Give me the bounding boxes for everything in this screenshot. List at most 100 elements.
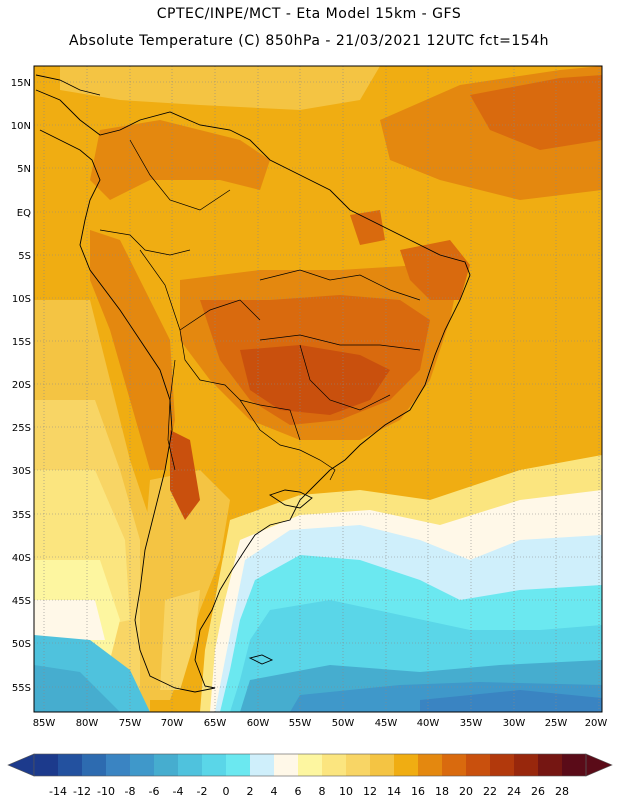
border-brazil-west: [139, 249, 301, 451]
colorbar-swatch: [514, 754, 539, 776]
colorbar-label: 22: [483, 785, 497, 798]
colorbar-swatch: [226, 754, 251, 776]
colorbar-label: 8: [319, 785, 326, 798]
lon-label: 75W: [119, 718, 142, 729]
lon-label: 60W: [247, 718, 270, 729]
colorbar-label: -8: [125, 785, 136, 798]
lat-label: 10N: [11, 121, 31, 132]
colorbar-label: -4: [173, 785, 184, 798]
lon-label: 70W: [161, 718, 184, 729]
lat-label: 40S: [12, 553, 31, 564]
field-pacific-6-8: [34, 600, 105, 640]
colorbar-swatch: [154, 754, 179, 776]
field-andes-warm: [90, 230, 175, 470]
lat-label: 55S: [12, 683, 31, 694]
falkland-islands: [248, 654, 274, 665]
lat-label: 20S: [12, 380, 31, 391]
lat-label: 10S: [12, 294, 31, 305]
colorbar-swatch: [130, 754, 155, 776]
rio-de-la-plata: [268, 489, 313, 509]
lat-axis: 15N 10N 5N EQ 5S 10S 15S 20S 25S 30S 35S…: [11, 78, 31, 694]
lat-label: 5N: [17, 164, 31, 175]
colorbar-label: 28: [555, 785, 569, 798]
field-natlantic-22-24: [470, 75, 602, 150]
lat-label: 45S: [12, 596, 31, 607]
lat-label: 5S: [18, 251, 31, 262]
field-atlantic-m8: [420, 690, 602, 712]
colorbar-label: 6: [295, 785, 302, 798]
colorbar-label: 12: [363, 785, 377, 798]
south-america-coast: [35, 89, 471, 693]
lat-label: 15N: [11, 78, 31, 89]
border-chile-argentina: [167, 359, 176, 471]
lon-label: 40W: [417, 718, 440, 729]
colorbar-swatch: [274, 754, 299, 776]
field-northeast-hot: [400, 240, 470, 300]
lon-label: 30W: [503, 718, 526, 729]
colorbar-label: 4: [271, 785, 278, 798]
colorbar-arrow-low: [7, 753, 35, 777]
colorbar-swatch: [538, 754, 563, 776]
colorbar-label: 18: [435, 785, 449, 798]
colorbar-label: 2: [247, 785, 254, 798]
temperature-field: [34, 66, 602, 712]
colorbar-swatch: [58, 754, 83, 776]
lon-label: 20W: [585, 718, 608, 729]
colorbar-swatch: [250, 754, 275, 776]
colorbar-swatch: [370, 754, 395, 776]
border-brazil-states-north: [259, 269, 421, 301]
coastlines: [35, 74, 471, 693]
colorbar-swatch: [202, 754, 227, 776]
colorbar-swatch: [394, 754, 419, 776]
lon-axis: 85W 80W 75W 70W 65W 60W 55W 50W 45W 40W …: [33, 718, 608, 729]
colorbar-label: -14: [49, 785, 67, 798]
central-america-coast: [35, 74, 101, 96]
colorbar-outline: [33, 753, 587, 777]
field-patagonia-south: [160, 590, 200, 690]
colorbar-swatch: [346, 754, 371, 776]
lat-label: 35S: [12, 510, 31, 521]
field-amazon-spot: [350, 210, 385, 245]
colorbar-label: 14: [387, 785, 401, 798]
colorbar-swatch: [442, 754, 467, 776]
border-brazil-states-south: [299, 344, 391, 411]
colorbar-arrow-high: [585, 753, 613, 777]
border-venezuela-colombia: [129, 139, 231, 211]
lat-label: 15S: [12, 337, 31, 348]
border-brazil-states-central: [259, 334, 421, 351]
colorbar-label: 26: [531, 785, 545, 798]
lon-label: 80W: [76, 718, 99, 729]
lon-label: 55W: [289, 718, 312, 729]
border-uruguay: [299, 449, 336, 481]
colorbar-swatch: [106, 754, 131, 776]
colorbar-swatch: [418, 754, 443, 776]
colorbar-swatch: [490, 754, 515, 776]
colorbar-label: 0: [223, 785, 230, 798]
colorbar: -14 -12 -10 -8 -6 -4 -2 0 2 4 6 8 10 12 14 16 18 20 22 24 26…: [7, 753, 613, 798]
map-frame: [33, 65, 603, 713]
lat-label: 30S: [12, 466, 31, 477]
chart-title-line1: CPTEC/INPE/MCT - Eta Model 15km - GFS: [156, 6, 462, 22]
lon-label: 25W: [545, 718, 568, 729]
colorbar-swatch: [82, 754, 107, 776]
lat-label: 25S: [12, 423, 31, 434]
colorbar-label: -2: [197, 785, 208, 798]
colorbar-swatch: [178, 754, 203, 776]
colorbar-label: 24: [507, 785, 521, 798]
field-patagonia: [140, 470, 230, 700]
field-core-24: [240, 345, 390, 415]
country-borders: [99, 139, 421, 481]
colorbar-label: 20: [459, 785, 473, 798]
colorbar-label: -6: [149, 785, 160, 798]
colorbar-label: 10: [339, 785, 353, 798]
lon-label: 45W: [375, 718, 398, 729]
lon-label: 85W: [33, 718, 56, 729]
lon-label: 35W: [460, 718, 483, 729]
lon-label: 65W: [204, 718, 227, 729]
lon-label: 50W: [332, 718, 355, 729]
chart-title-line2: Absolute Temperature (C) 850hPa - 21/03/…: [69, 33, 549, 49]
colorbar-swatch: [466, 754, 491, 776]
colorbar-label: -10: [97, 785, 115, 798]
